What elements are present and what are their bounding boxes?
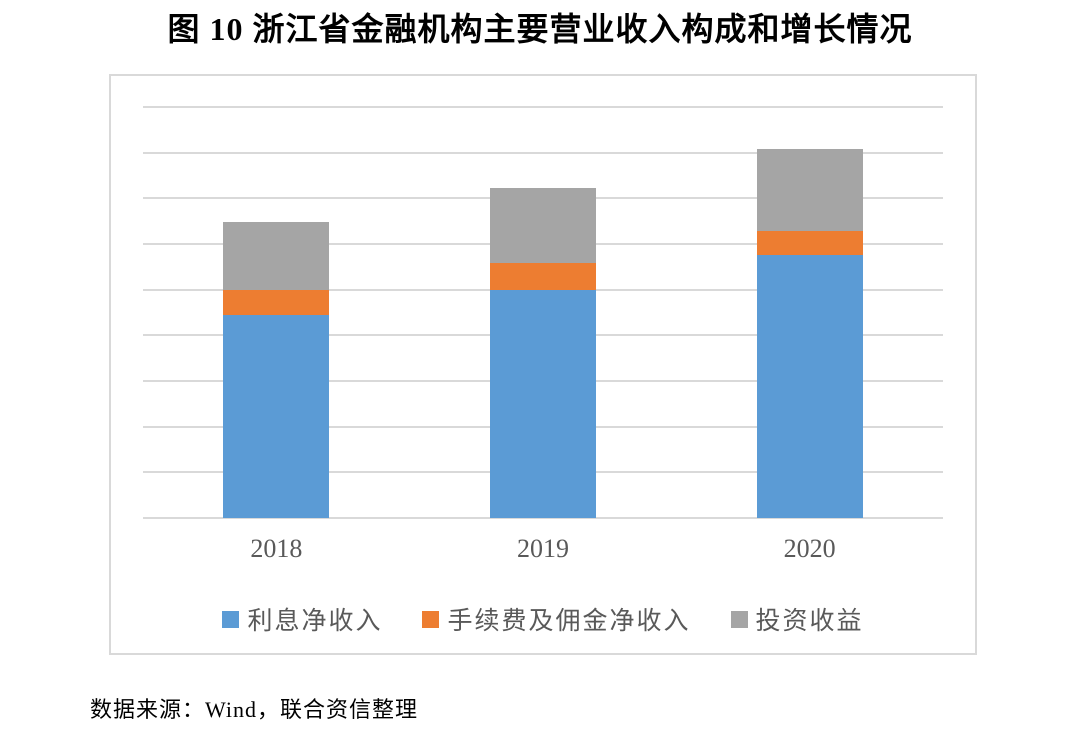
bar-segment bbox=[756, 231, 863, 255]
source-note: 数据来源：Wind，联合资信整理 bbox=[90, 697, 418, 722]
plot-area: 2018 2019 2020 bbox=[143, 76, 943, 653]
x-axis-line bbox=[143, 517, 943, 519]
bar-segment bbox=[490, 263, 596, 290]
bar-group-2019 bbox=[490, 187, 596, 518]
legend-swatch-icon bbox=[730, 610, 748, 628]
bar-segment bbox=[756, 149, 863, 232]
legend-item: 投资收益 bbox=[730, 601, 864, 637]
bar-segment bbox=[223, 314, 330, 518]
legend-item: 手续费及佣金净收入 bbox=[422, 601, 690, 637]
legend: 利息净收入 手续费及佣金净收入 投资收益 bbox=[111, 601, 975, 637]
x-axis-label: 2020 bbox=[783, 534, 836, 563]
bar-segment bbox=[223, 222, 330, 290]
bar-segment bbox=[223, 289, 330, 315]
legend-label: 手续费及佣金净收入 bbox=[447, 608, 691, 635]
bar-segment bbox=[490, 187, 596, 264]
gridline bbox=[143, 106, 943, 108]
bar-group-2018 bbox=[223, 222, 330, 518]
bar-segment bbox=[490, 289, 596, 518]
bar-group-2020 bbox=[756, 149, 863, 518]
chart-title: 图 10 浙江省金融机构主要营业收入构成和增长情况 bbox=[167, 11, 913, 47]
legend-swatch-icon bbox=[422, 610, 440, 628]
bar-segment bbox=[756, 254, 863, 518]
legend-swatch-icon bbox=[222, 610, 240, 628]
legend-label: 投资收益 bbox=[755, 608, 864, 635]
legend-label: 利息净收入 bbox=[247, 608, 383, 635]
chart-plot-box: 2018 2019 2020 利息净收入 手续费及佣金净收入 投资收益 bbox=[109, 74, 977, 655]
gridline bbox=[143, 151, 943, 154]
x-axis-label: 2019 bbox=[517, 534, 569, 563]
legend-item: 利息净收入 bbox=[222, 601, 382, 637]
x-axis-label: 2018 bbox=[250, 534, 303, 563]
